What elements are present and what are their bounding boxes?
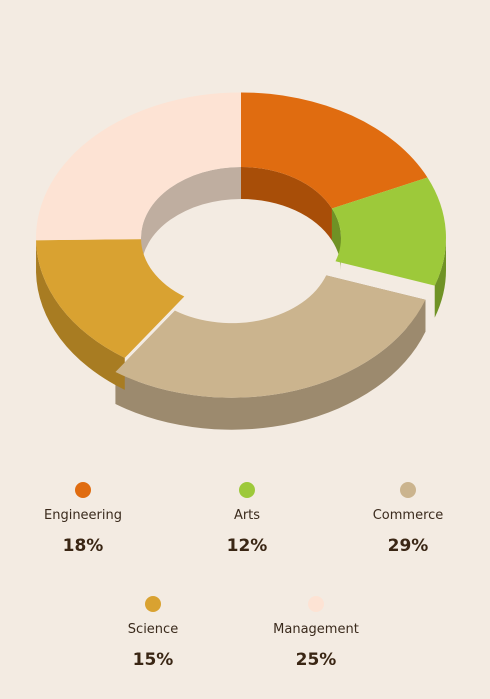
slice-science[interactable]	[36, 239, 185, 358]
slice-outer-side-science	[36, 240, 125, 390]
legend-value-arts: 12%	[226, 536, 268, 556]
slice-outer-side-arts	[434, 238, 446, 318]
slice-inner-side-management	[141, 167, 241, 270]
donut-chart-svg	[35, 92, 446, 430]
legend-item-arts: Arts 12%	[167, 482, 327, 556]
legend-label-management: Management	[273, 622, 359, 637]
legend-dot-science	[145, 596, 161, 612]
legend-item-commerce: Commerce 29%	[328, 482, 488, 556]
legend-dot-commerce	[400, 482, 416, 498]
slice-engineering[interactable]	[241, 92, 428, 209]
slice-inner-side-engineering	[241, 167, 332, 241]
slice-commerce[interactable]	[115, 275, 426, 398]
slice-arts[interactable]	[331, 177, 446, 286]
legend-item-engineering: Engineering 18%	[3, 482, 163, 556]
legend-label-science: Science	[127, 622, 179, 637]
legend-item-science: Science 15%	[73, 596, 233, 670]
legend-value-engineering: 18%	[62, 536, 104, 556]
legend-dot-management	[308, 596, 324, 612]
legend-label-commerce: Commerce	[372, 508, 444, 523]
legend-dot-engineering	[75, 482, 91, 498]
legend-value-management: 25%	[295, 650, 337, 670]
legend-value-commerce: 29%	[387, 536, 429, 556]
legend-label-engineering: Engineering	[44, 508, 122, 523]
legend-dot-arts	[239, 482, 255, 498]
slice-outer-side-commerce	[115, 299, 426, 430]
donut-chart	[35, 92, 446, 430]
slice-management[interactable]	[35, 92, 241, 241]
legend-label-arts: Arts	[233, 508, 261, 523]
legend-item-management: Management 25%	[236, 596, 396, 670]
slice-tops	[35, 92, 446, 398]
legend-value-science: 15%	[132, 650, 174, 670]
